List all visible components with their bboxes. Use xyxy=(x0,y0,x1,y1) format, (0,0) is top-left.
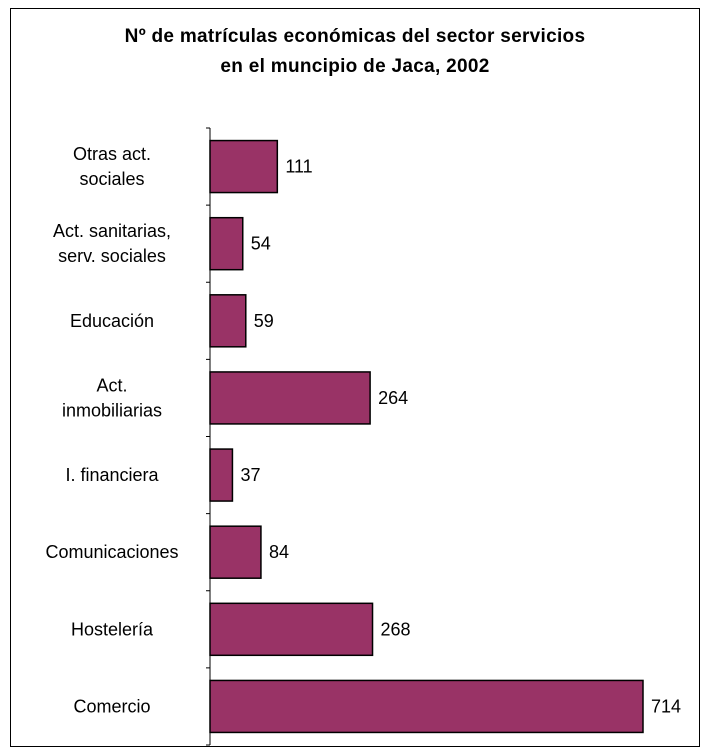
category-label-line: sociales xyxy=(79,169,144,189)
category-label: Act. inmobiliarias xyxy=(62,375,162,420)
bar xyxy=(209,679,644,734)
chart-title-line-2: en el muncipio de Jaca, 2002 xyxy=(220,56,490,77)
category-label-line: Comunicaciones xyxy=(45,542,178,562)
category-label: Comunicaciones xyxy=(45,542,178,562)
category-label-line: Act. sanitarias, xyxy=(53,221,171,241)
data-label: 59 xyxy=(254,311,274,331)
category-label: I. financiera xyxy=(65,465,159,485)
category-label-line: I. financiera xyxy=(65,465,159,485)
data-label: 84 xyxy=(269,542,289,562)
category-label-line: inmobiliarias xyxy=(62,400,162,420)
category-axis xyxy=(206,127,211,746)
category-label-line: Comercio xyxy=(73,696,150,716)
data-label: 111 xyxy=(285,157,312,177)
category-labels: Otras act. sociales Act. sanitarias, serv. … xyxy=(45,144,178,716)
category-label-line: Otras act. xyxy=(73,144,151,164)
category-label: Educación xyxy=(70,311,154,331)
category-label: Hostelería xyxy=(71,619,154,639)
bar xyxy=(209,216,244,271)
data-label: 37 xyxy=(240,465,260,485)
bars-group xyxy=(209,139,644,734)
bar xyxy=(209,294,247,348)
chart-title: Nº de matrículas económicas del sector s… xyxy=(10,22,700,82)
chart-title-line-1: Nº de matrículas económicas del sector s… xyxy=(124,26,586,47)
category-label-line: Act. xyxy=(96,375,127,395)
data-label: 268 xyxy=(381,619,411,639)
bar xyxy=(209,525,262,579)
bar xyxy=(209,139,279,194)
category-label-line: Hostelería xyxy=(71,619,154,639)
category-label: Otras act. sociales xyxy=(73,144,151,189)
data-label: 54 xyxy=(251,234,271,254)
bar xyxy=(209,602,374,657)
value-labels: 111 54 59 264 37 84 268 714 xyxy=(240,157,681,717)
bar xyxy=(209,371,371,425)
category-label-line: serv. sociales xyxy=(58,246,166,266)
data-label: 714 xyxy=(651,696,681,716)
category-label: Act. sanitarias, serv. sociales xyxy=(53,221,171,266)
category-label: Comercio xyxy=(73,696,150,716)
bar xyxy=(209,448,234,502)
category-label-line: Educación xyxy=(70,311,154,331)
data-label: 264 xyxy=(378,388,408,408)
